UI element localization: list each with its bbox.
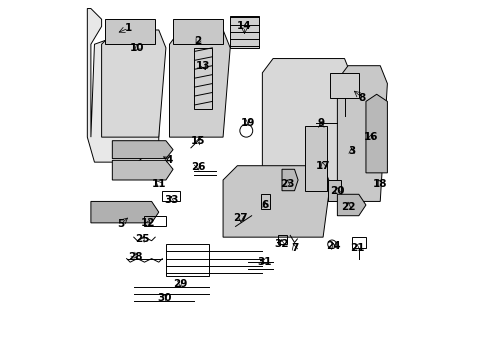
Text: 16: 16 [364,132,378,142]
Text: 29: 29 [173,279,187,289]
Text: 8: 8 [358,93,365,103]
Text: 21: 21 [349,243,364,253]
Text: 32: 32 [274,239,289,249]
Text: 20: 20 [329,186,344,196]
Polygon shape [365,94,386,173]
Text: 33: 33 [163,195,178,204]
Polygon shape [230,16,258,48]
Polygon shape [169,30,230,137]
Polygon shape [329,73,358,98]
Polygon shape [91,202,159,223]
Polygon shape [102,30,165,137]
Text: 22: 22 [340,202,355,212]
Text: 11: 11 [151,179,166,189]
Text: 24: 24 [326,241,341,251]
Polygon shape [194,48,212,109]
Text: 26: 26 [190,162,205,172]
Text: 18: 18 [372,179,386,189]
Polygon shape [105,19,155,44]
Text: 1: 1 [124,23,132,33]
Text: 25: 25 [135,234,150,244]
Polygon shape [262,59,351,202]
Text: 3: 3 [347,147,355,157]
Text: 13: 13 [196,61,210,71]
Text: 7: 7 [290,243,298,253]
Text: 19: 19 [241,118,255,128]
Text: 30: 30 [157,293,171,303]
Text: 9: 9 [317,118,324,128]
Text: 10: 10 [130,43,144,53]
Polygon shape [305,126,326,191]
Text: 14: 14 [237,21,251,31]
Polygon shape [328,180,340,202]
Polygon shape [282,169,298,191]
Text: 28: 28 [128,252,142,262]
Polygon shape [223,166,329,237]
Text: 2: 2 [194,36,201,46]
Polygon shape [337,66,386,202]
Polygon shape [112,141,173,158]
Text: 27: 27 [233,212,248,222]
Text: 5: 5 [118,219,124,229]
Polygon shape [112,160,173,180]
Polygon shape [173,19,223,44]
Text: 12: 12 [141,218,155,228]
Text: 31: 31 [256,257,271,267]
Text: 4: 4 [165,156,173,165]
Polygon shape [87,9,159,162]
Polygon shape [337,194,365,216]
Text: 15: 15 [190,136,205,146]
Text: 17: 17 [315,161,330,171]
Text: 23: 23 [280,179,294,189]
Text: 6: 6 [261,200,268,210]
